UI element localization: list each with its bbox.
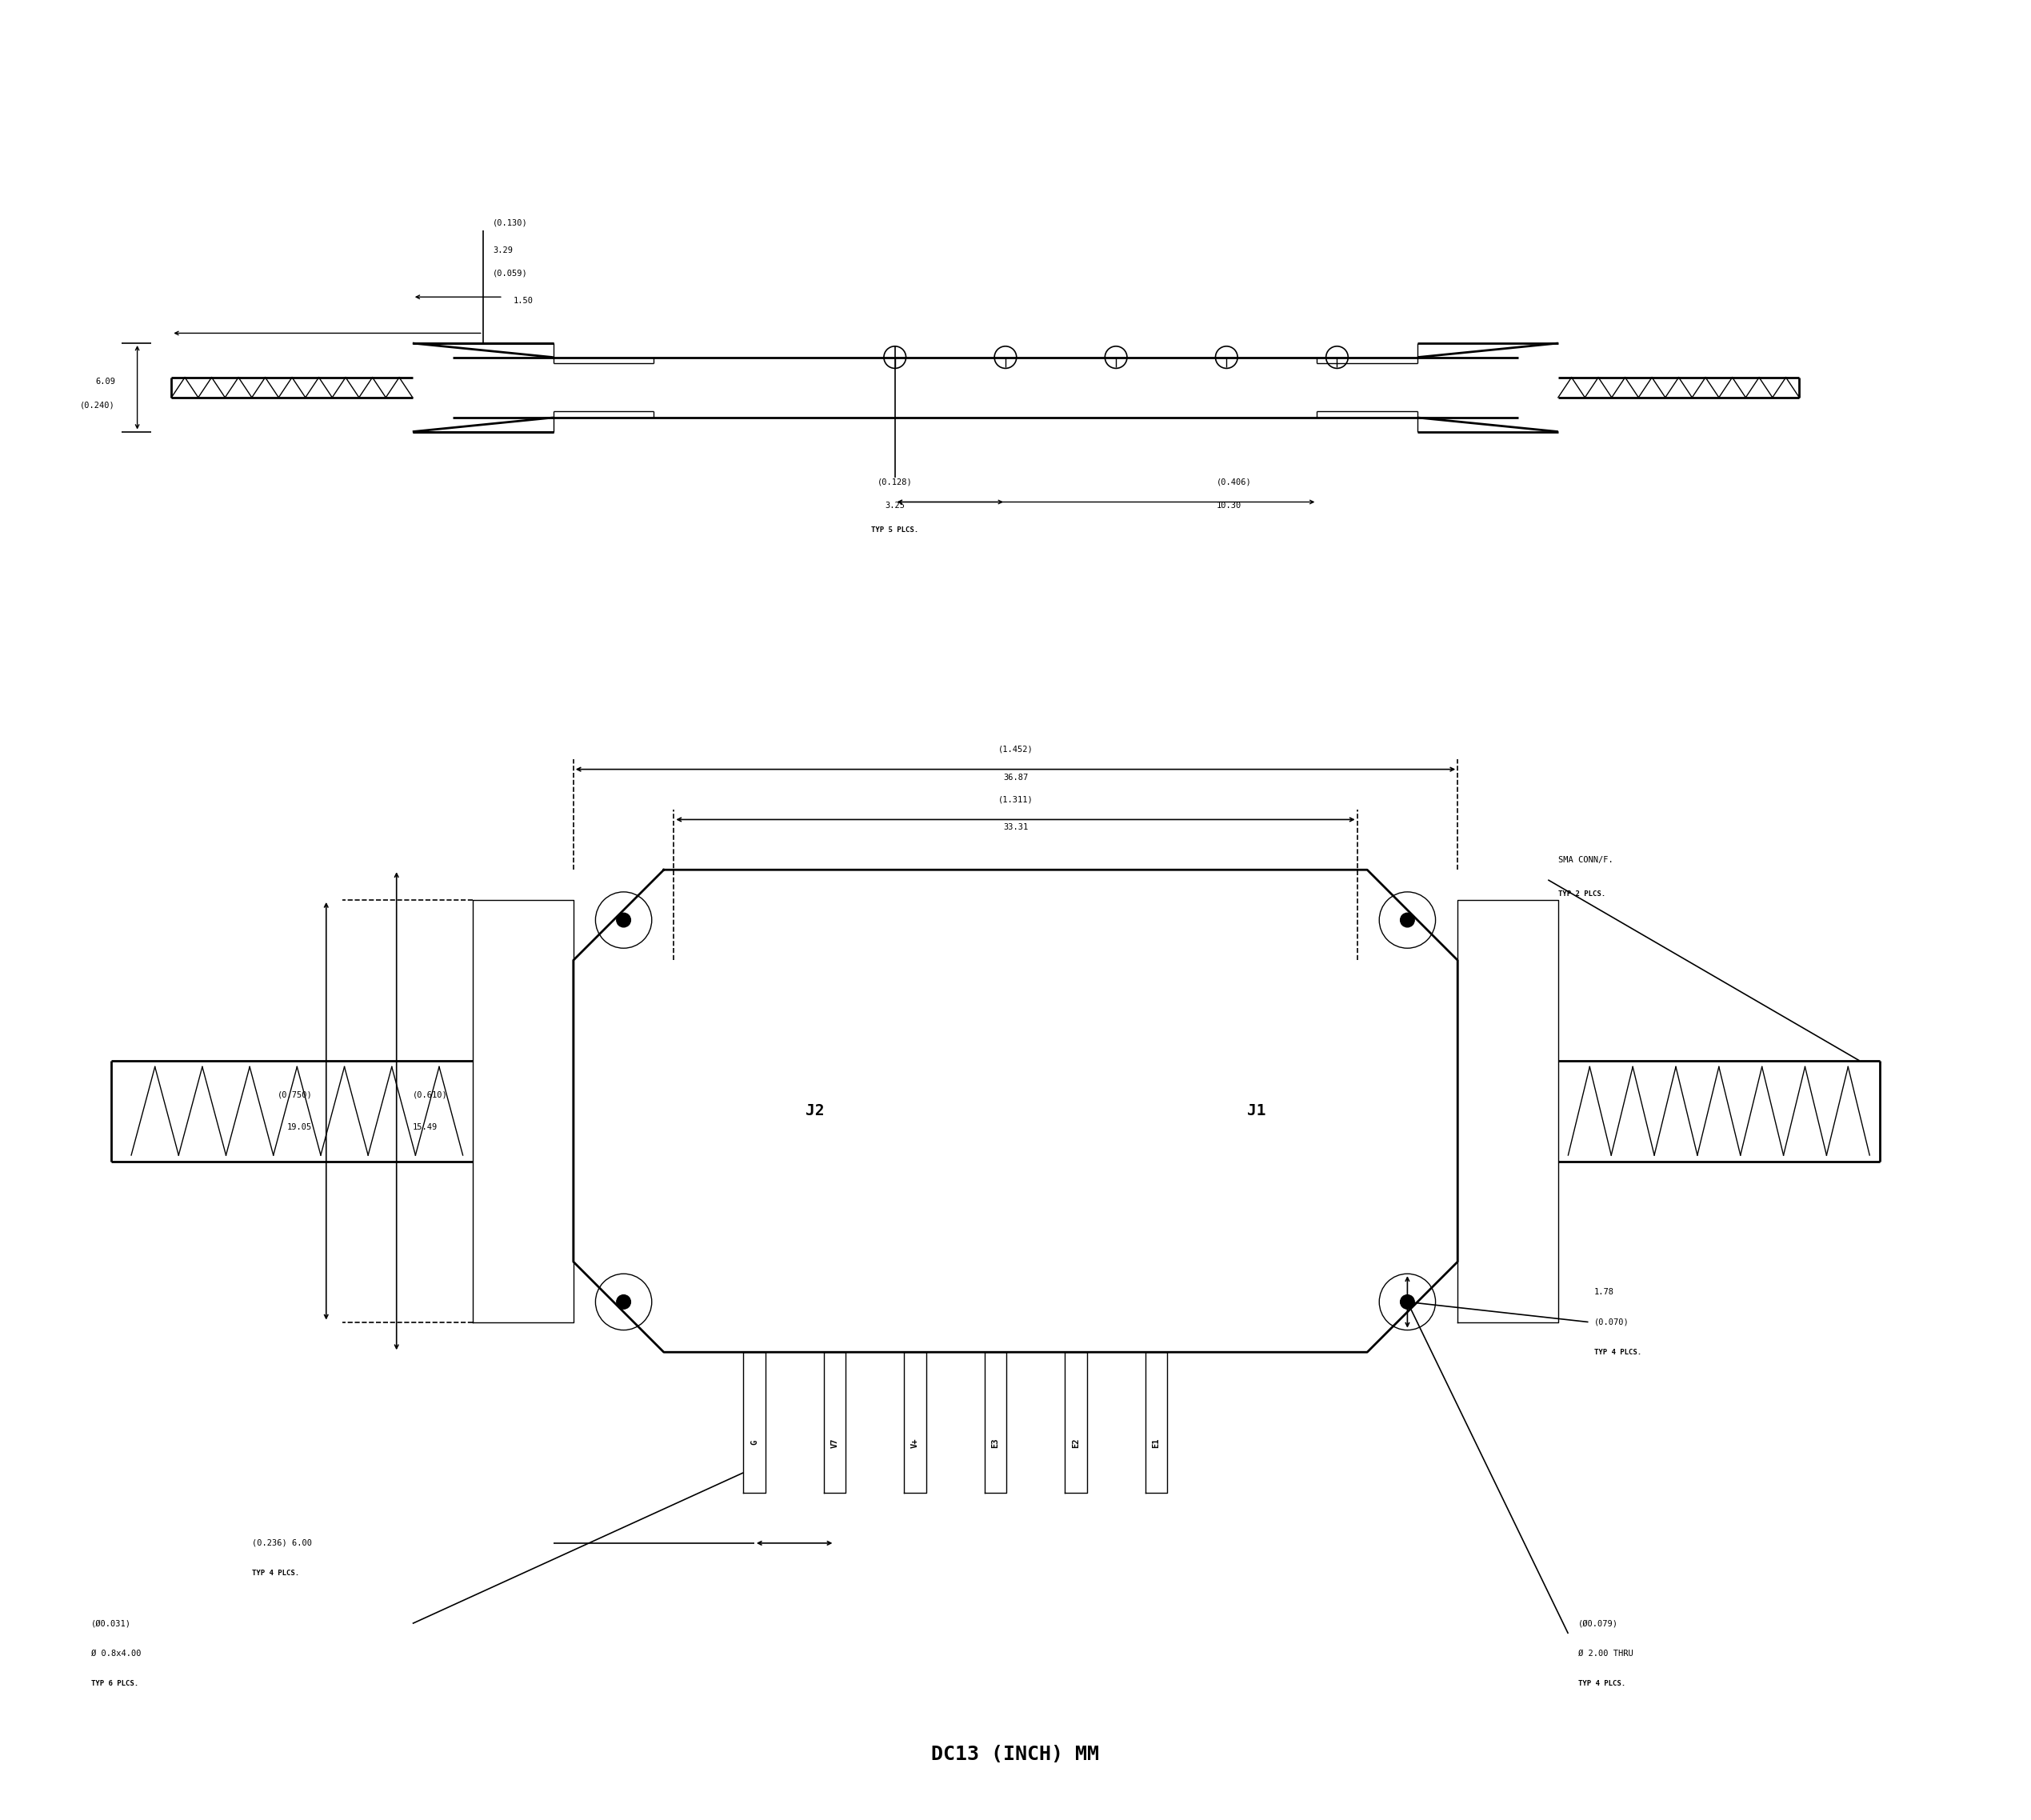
Text: (0.070): (0.070) <box>1594 1318 1629 1327</box>
Text: (Ø0.031): (Ø0.031) <box>91 1620 132 1627</box>
Text: 33.31: 33.31 <box>1003 824 1028 832</box>
Circle shape <box>617 1294 632 1309</box>
Text: J2: J2 <box>804 1103 825 1119</box>
Text: J1: J1 <box>1247 1103 1265 1119</box>
Text: (0.128): (0.128) <box>877 479 912 486</box>
Text: G: G <box>749 1440 758 1445</box>
Text: (0.610): (0.610) <box>412 1090 447 1099</box>
Text: 10.30: 10.30 <box>1217 502 1241 510</box>
Text: 3.25: 3.25 <box>886 502 906 510</box>
Text: (Ø0.079): (Ø0.079) <box>1578 1620 1619 1627</box>
Text: TYP 5 PLCS.: TYP 5 PLCS. <box>871 526 918 533</box>
Text: 1.50: 1.50 <box>514 297 532 306</box>
Text: (0.236) 6.00: (0.236) 6.00 <box>252 1540 313 1547</box>
Text: TYP 4 PLCS.: TYP 4 PLCS. <box>1594 1349 1641 1356</box>
Text: SMA CONN/F.: SMA CONN/F. <box>1558 855 1613 864</box>
Text: (0.130): (0.130) <box>494 218 528 228</box>
Text: TYP 6 PLCS.: TYP 6 PLCS. <box>91 1680 138 1687</box>
Text: TYP 4 PLCS.: TYP 4 PLCS. <box>1578 1680 1625 1687</box>
Text: (0.406): (0.406) <box>1217 479 1251 486</box>
Text: TYP 2 PLCS.: TYP 2 PLCS. <box>1558 890 1604 897</box>
Circle shape <box>1399 914 1414 926</box>
Text: V+: V+ <box>912 1438 918 1447</box>
Text: (1.452): (1.452) <box>997 744 1034 753</box>
Text: (0.240): (0.240) <box>79 402 116 410</box>
Text: 3.29: 3.29 <box>494 248 514 255</box>
Text: V7: V7 <box>831 1438 839 1447</box>
Text: (1.311): (1.311) <box>997 795 1034 803</box>
Text: Ø 2.00 THRU: Ø 2.00 THRU <box>1578 1649 1633 1658</box>
Text: E1: E1 <box>1152 1438 1160 1447</box>
Text: Ø 0.8x4.00: Ø 0.8x4.00 <box>91 1649 140 1658</box>
Text: 1.78: 1.78 <box>1594 1289 1615 1296</box>
Circle shape <box>1399 1294 1414 1309</box>
Text: DC13 (INCH) MM: DC13 (INCH) MM <box>932 1745 1099 1764</box>
Text: (0.059): (0.059) <box>494 269 528 277</box>
Text: 36.87: 36.87 <box>1003 774 1028 781</box>
Text: (0.750): (0.750) <box>276 1090 313 1099</box>
Text: TYP 4 PLCS.: TYP 4 PLCS. <box>252 1569 299 1576</box>
Text: E2: E2 <box>1072 1438 1080 1447</box>
Circle shape <box>617 914 632 926</box>
Text: 15.49: 15.49 <box>412 1123 437 1130</box>
Text: 6.09: 6.09 <box>95 377 116 386</box>
Text: E3: E3 <box>991 1438 999 1447</box>
Text: 19.05: 19.05 <box>286 1123 313 1130</box>
